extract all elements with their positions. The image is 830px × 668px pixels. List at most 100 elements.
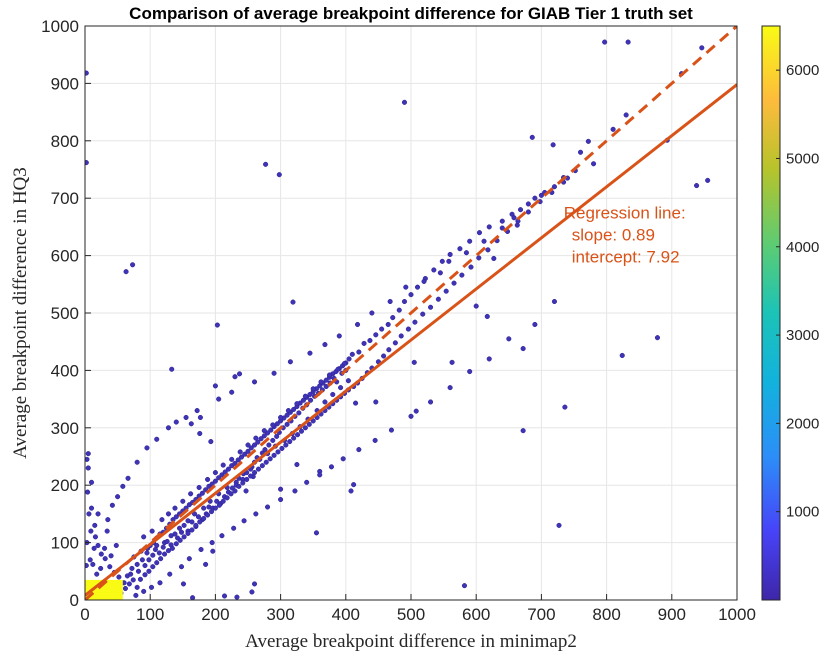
y-axis-label: Average breakpoint difference in HQ3	[10, 167, 31, 459]
data-point	[133, 592, 139, 598]
data-point	[351, 482, 357, 488]
y-tick-label: 800	[51, 132, 79, 151]
data-point	[261, 428, 267, 434]
data-point	[302, 425, 308, 431]
data-point	[248, 445, 254, 451]
data-point	[253, 435, 259, 441]
data-point	[248, 473, 254, 479]
data-point	[481, 238, 487, 244]
y-tick-label: 700	[51, 189, 79, 208]
data-point	[201, 505, 207, 511]
data-point	[386, 347, 392, 353]
x-axis-label: Average breakpoint difference in minimap…	[245, 631, 577, 652]
data-point	[236, 371, 243, 377]
data-point	[130, 262, 136, 268]
data-point	[229, 389, 235, 395]
data-point	[186, 556, 192, 562]
data-point	[491, 255, 497, 262]
data-point	[338, 385, 344, 391]
data-point	[95, 542, 101, 549]
dense-data-region	[85, 579, 123, 600]
data-point	[538, 192, 544, 198]
fit-lines	[85, 26, 737, 600]
data-point	[181, 522, 187, 528]
data-point	[237, 449, 243, 455]
colorbar-tick-label: 2000	[786, 415, 819, 432]
data-point	[210, 548, 216, 554]
data-point	[85, 465, 91, 471]
data-point	[146, 568, 152, 574]
data-point	[396, 307, 402, 313]
data-point	[212, 478, 218, 484]
data-point	[317, 472, 323, 478]
data-point	[349, 351, 355, 357]
x-tick-label: 900	[658, 605, 686, 624]
data-point	[291, 406, 297, 412]
data-point	[294, 461, 300, 468]
data-point	[232, 488, 238, 494]
data-point	[381, 353, 387, 359]
data-point	[699, 45, 705, 51]
data-point	[178, 564, 185, 570]
data-point	[298, 428, 305, 434]
data-point	[85, 489, 91, 495]
data-point	[268, 427, 274, 433]
data-point	[108, 553, 114, 559]
data-point	[388, 427, 394, 433]
data-point	[236, 483, 242, 489]
data-point	[302, 393, 308, 399]
data-point	[197, 414, 203, 421]
data-point	[125, 475, 131, 481]
data-point	[306, 421, 312, 427]
data-point	[203, 561, 209, 567]
data-point	[150, 564, 156, 570]
colorbar-tick-label: 4000	[786, 239, 819, 256]
data-point	[154, 436, 160, 442]
data-point	[295, 432, 301, 438]
data-point	[141, 534, 147, 540]
data-point	[318, 379, 324, 385]
data-point	[232, 460, 238, 466]
data-point	[197, 430, 203, 437]
data-point	[322, 342, 328, 348]
data-point	[137, 576, 143, 582]
data-point	[85, 563, 89, 569]
data-point	[625, 39, 631, 45]
data-point	[216, 502, 222, 508]
data-point	[307, 350, 313, 356]
y-tick-label: 100	[51, 534, 79, 553]
data-point	[310, 418, 316, 424]
data-point	[188, 491, 194, 497]
data-point	[238, 454, 245, 460]
x-tick-label: 300	[266, 605, 294, 624]
data-point	[602, 39, 608, 45]
data-point	[428, 399, 434, 405]
data-point	[255, 466, 261, 472]
data-point	[134, 561, 140, 567]
data-point	[420, 311, 426, 317]
data-point	[241, 518, 247, 524]
data-point	[525, 201, 531, 207]
data-point	[401, 298, 408, 305]
data-point	[336, 333, 342, 339]
data-point	[367, 338, 373, 344]
data-point	[220, 462, 226, 468]
data-point	[263, 161, 269, 167]
data-point	[94, 571, 100, 577]
data-point	[205, 512, 211, 518]
data-point	[447, 385, 453, 391]
data-point	[278, 414, 284, 421]
x-tick-label: 800	[592, 605, 620, 624]
data-point	[705, 177, 711, 183]
data-point	[551, 298, 557, 305]
data-point	[235, 457, 241, 463]
data-point	[261, 433, 267, 439]
data-point	[585, 138, 591, 144]
data-point	[405, 326, 411, 332]
data-point	[134, 584, 140, 590]
data-point	[251, 581, 258, 587]
data-point	[372, 437, 378, 443]
data-point	[158, 556, 164, 562]
data-point	[392, 340, 398, 346]
